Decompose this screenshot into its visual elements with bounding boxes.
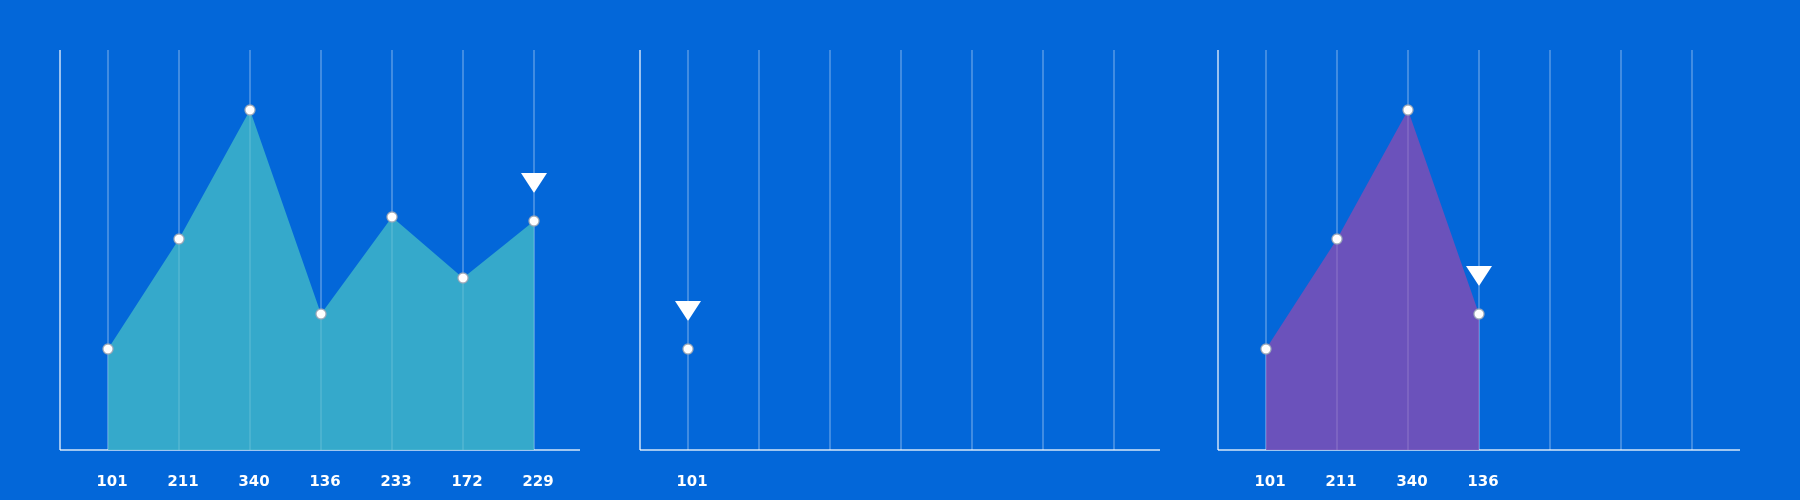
- x-tick-label: 101: [676, 472, 707, 490]
- x-tick-label: 211: [1325, 472, 1356, 490]
- data-point-233: [386, 211, 398, 223]
- data-point-340: [1402, 104, 1414, 116]
- data-point-101: [682, 343, 694, 355]
- chart-panel-2: 101: [639, 50, 1160, 490]
- data-point-229: [528, 215, 540, 227]
- data-point-101: [102, 343, 114, 355]
- area-fill: [1266, 110, 1479, 450]
- highlight-marker: [521, 173, 547, 193]
- x-tick-label: 340: [1396, 472, 1427, 490]
- data-point-136: [315, 308, 327, 320]
- highlight-marker: [1466, 266, 1492, 286]
- x-tick-label: 211: [167, 472, 198, 490]
- x-tick-label: 101: [1254, 472, 1285, 490]
- x-tick-label: 340: [238, 472, 269, 490]
- data-point-211: [1331, 233, 1343, 245]
- x-tick-label: 229: [522, 472, 553, 490]
- x-tick-label: 101: [96, 472, 127, 490]
- data-point-340: [244, 104, 256, 116]
- data-point-101: [1260, 343, 1272, 355]
- x-tick-label: 172: [451, 472, 482, 490]
- x-tick-label: 136: [1467, 472, 1498, 490]
- chart-panel-1: 101 211 340 136 233 172 229: [59, 50, 580, 490]
- data-point-136: [1473, 308, 1485, 320]
- highlight-marker: [675, 301, 701, 321]
- data-point-211: [173, 233, 185, 245]
- x-tick-label: 136: [309, 472, 340, 490]
- area-fill: [108, 110, 534, 450]
- x-tick-label: 233: [380, 472, 411, 490]
- chart-panel-3: 101 211 340 136: [1217, 50, 1740, 490]
- data-point-172: [457, 272, 469, 284]
